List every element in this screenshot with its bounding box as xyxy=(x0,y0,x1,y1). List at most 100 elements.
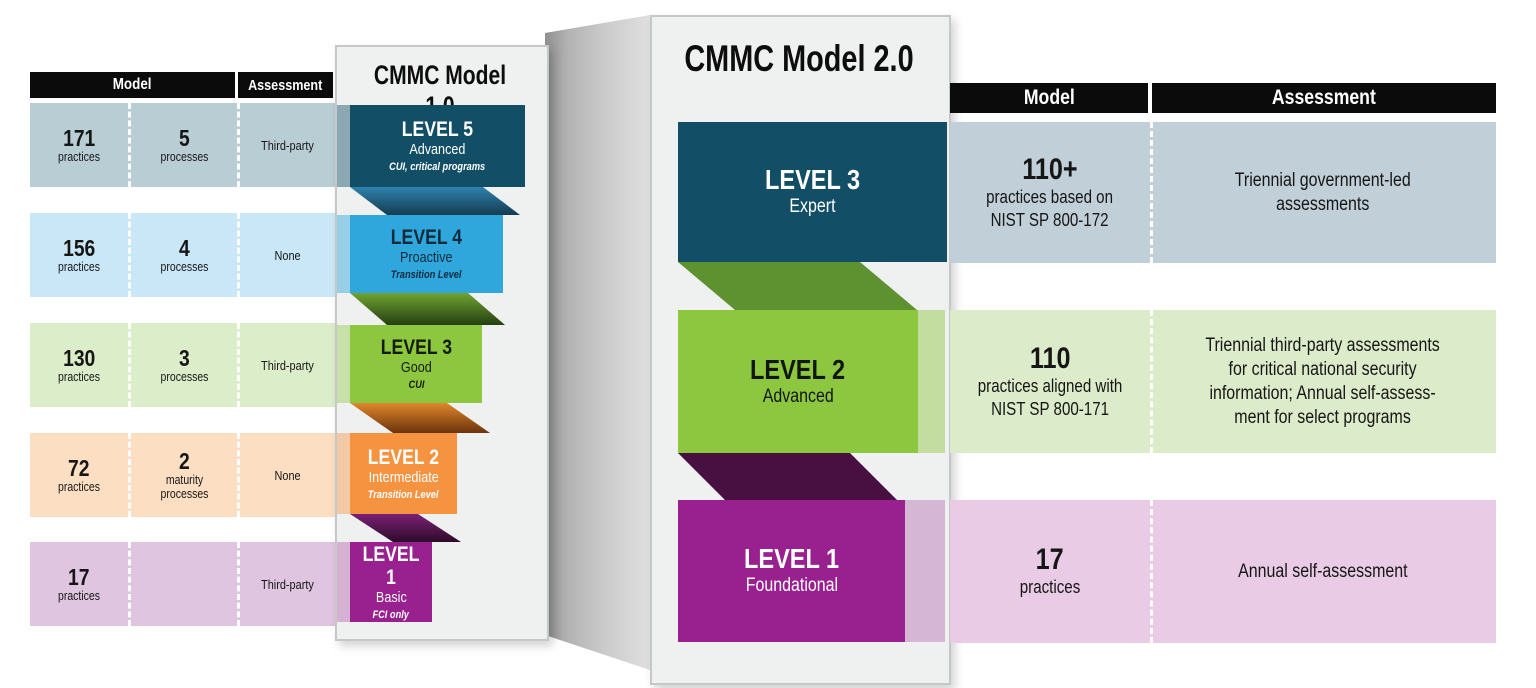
level-subtitle: Proactive xyxy=(400,249,453,266)
processes-label: processes xyxy=(160,150,208,164)
right-table-header-model: Model xyxy=(950,83,1148,113)
practices-label: practices xyxy=(57,370,101,384)
practices-label: practices xyxy=(57,480,101,494)
processes-cell: 4 processes xyxy=(128,213,237,297)
practices-cell: 171 practices xyxy=(30,103,128,187)
processes-cell: 2 maturity processes xyxy=(128,433,237,517)
practices-cell: 156 practices xyxy=(30,213,128,297)
left-table-row-level4: 156 practices 4 processes None xyxy=(30,213,335,297)
assessment-cell: Third-party xyxy=(237,542,335,626)
processes-label: processes xyxy=(160,260,208,274)
fold-connector xyxy=(545,15,650,670)
assessment-cell: Triennial government-led assessments xyxy=(1150,122,1493,263)
practices-cell: 72 practices xyxy=(30,433,128,517)
model1-level3-box: LEVEL 3 Good CUI xyxy=(350,325,482,403)
processes-value: 5 xyxy=(178,125,190,151)
level-note: CUI, critical programs xyxy=(389,161,486,173)
assessment-value: Third-party xyxy=(261,357,314,373)
practices-label: practices xyxy=(57,589,101,603)
left-table-row-level3: 130 practices 3 processes Third-party xyxy=(30,323,335,407)
level-name: LEVEL 3 xyxy=(380,336,452,359)
processes-cell: 3 processes xyxy=(128,323,237,407)
right-table-header-assessment: Assessment xyxy=(1152,83,1496,113)
level-name: LEVEL 1 xyxy=(744,543,839,574)
practices-description: practices based on NIST SP 800-172 xyxy=(986,186,1114,230)
assessment-value: Triennial third-party assessments for cr… xyxy=(1205,334,1441,428)
processes-value: 4 xyxy=(178,235,190,261)
level-subtitle: Advanced xyxy=(409,141,466,158)
left-header-model-label: Model xyxy=(113,76,152,93)
practices-description: practices aligned with NIST SP 800-171 xyxy=(977,375,1123,419)
assessment-value: Annual self-assessment xyxy=(1238,560,1408,582)
practices-description: practices xyxy=(1019,577,1081,597)
level-name: LEVEL 4 xyxy=(390,226,463,249)
processes-value: 3 xyxy=(178,345,190,371)
assessment-value: None xyxy=(274,247,301,263)
right-table-row-level1: 17 practices Annual self-assessment xyxy=(950,500,1496,643)
right-table-row-level2: 110 practices aligned with NIST SP 800-1… xyxy=(950,310,1496,453)
practices-count: 17 xyxy=(1035,543,1065,576)
practices-value: 72 xyxy=(68,455,90,481)
level-name: LEVEL 3 xyxy=(765,164,860,195)
processes-cell xyxy=(128,542,237,626)
model2-level3-box: LEVEL 3 Expert xyxy=(678,122,947,262)
practices-value: 156 xyxy=(62,235,96,261)
practices-cell: 130 practices xyxy=(30,323,128,407)
row-bleed-teal xyxy=(337,105,350,187)
left-table-row-level1: 17 practices Third-party xyxy=(30,542,335,626)
assessment-value: Third-party xyxy=(261,137,314,153)
assessment-cell: Triennial third-party assessments for cr… xyxy=(1150,310,1493,453)
level-name: LEVEL 2 xyxy=(750,353,846,385)
model-cell: 110 practices aligned with NIST SP 800-1… xyxy=(950,310,1150,453)
model1-level1-box: LEVEL 1 Basic FCI only xyxy=(350,542,432,622)
practices-value: 17 xyxy=(68,564,90,590)
model1-level4-box: LEVEL 4 Proactive Transition Level xyxy=(350,215,503,293)
left-header-assessment-label: Assessment xyxy=(248,76,323,94)
practices-value: 130 xyxy=(62,345,96,371)
cmmc-model-2-title: CMMC Model 2.0 xyxy=(650,38,947,80)
level-subtitle: Foundational xyxy=(745,575,838,596)
left-table-header-assessment: Assessment xyxy=(238,72,333,98)
right-table-row-level3: 110+ practices based on NIST SP 800-172 … xyxy=(950,122,1496,263)
processes-label: maturity processes xyxy=(160,473,208,501)
level-note: Transition Level xyxy=(391,269,462,281)
row-bleed-blue xyxy=(337,215,350,293)
cmmc-model-2-title-text: CMMC Model 2.0 xyxy=(683,38,914,79)
right-header-model-label: Model xyxy=(1023,86,1075,109)
practices-count: 110+ xyxy=(1022,152,1078,186)
level-name: LEVEL 2 xyxy=(367,445,440,469)
level-note: CUI xyxy=(408,379,424,391)
model-cell: 17 practices xyxy=(950,500,1150,643)
model2-level2-box: LEVEL 2 Advanced xyxy=(678,310,918,453)
assessment-cell: Third-party xyxy=(237,103,335,187)
level-subtitle: Basic xyxy=(375,588,407,606)
assessment-value: Triennial government-led assessments xyxy=(1235,169,1411,215)
level-name: LEVEL 1 xyxy=(362,542,420,589)
row-bleed-purple-2 xyxy=(905,500,945,642)
left-table-row-level5: 171 practices 5 processes Third-party xyxy=(30,103,335,187)
row-bleed-green xyxy=(337,325,350,403)
row-bleed-green-2 xyxy=(918,310,945,453)
processes-value: 2 xyxy=(178,448,190,474)
model-cell: 110+ practices based on NIST SP 800-172 xyxy=(950,122,1150,263)
practices-cell: 17 practices xyxy=(30,542,128,626)
level-note: Transition Level xyxy=(368,488,439,501)
assessment-cell: Annual self-assessment xyxy=(1150,500,1493,643)
level-subtitle: Good xyxy=(400,359,432,376)
level-subtitle: Expert xyxy=(789,196,836,217)
level-subtitle: Advanced xyxy=(762,385,834,407)
assessment-value: Third-party xyxy=(261,576,314,592)
level-note: FCI only xyxy=(372,608,410,621)
assessment-value: None xyxy=(274,467,301,483)
processes-cell: 5 processes xyxy=(128,103,237,187)
model1-level2-box: LEVEL 2 Intermediate Transition Level xyxy=(350,433,457,514)
practices-value: 171 xyxy=(62,125,96,151)
assessment-cell: None xyxy=(237,433,335,517)
left-table-row-level2: 72 practices 2 maturity processes None xyxy=(30,433,335,517)
right-header-assessment-label: Assessment xyxy=(1272,86,1376,109)
assessment-cell: Third-party xyxy=(237,323,335,407)
level-name: LEVEL 5 xyxy=(401,118,474,141)
practices-label: practices xyxy=(57,150,101,164)
model1-level5-box: LEVEL 5 Advanced CUI, critical programs xyxy=(350,105,525,187)
